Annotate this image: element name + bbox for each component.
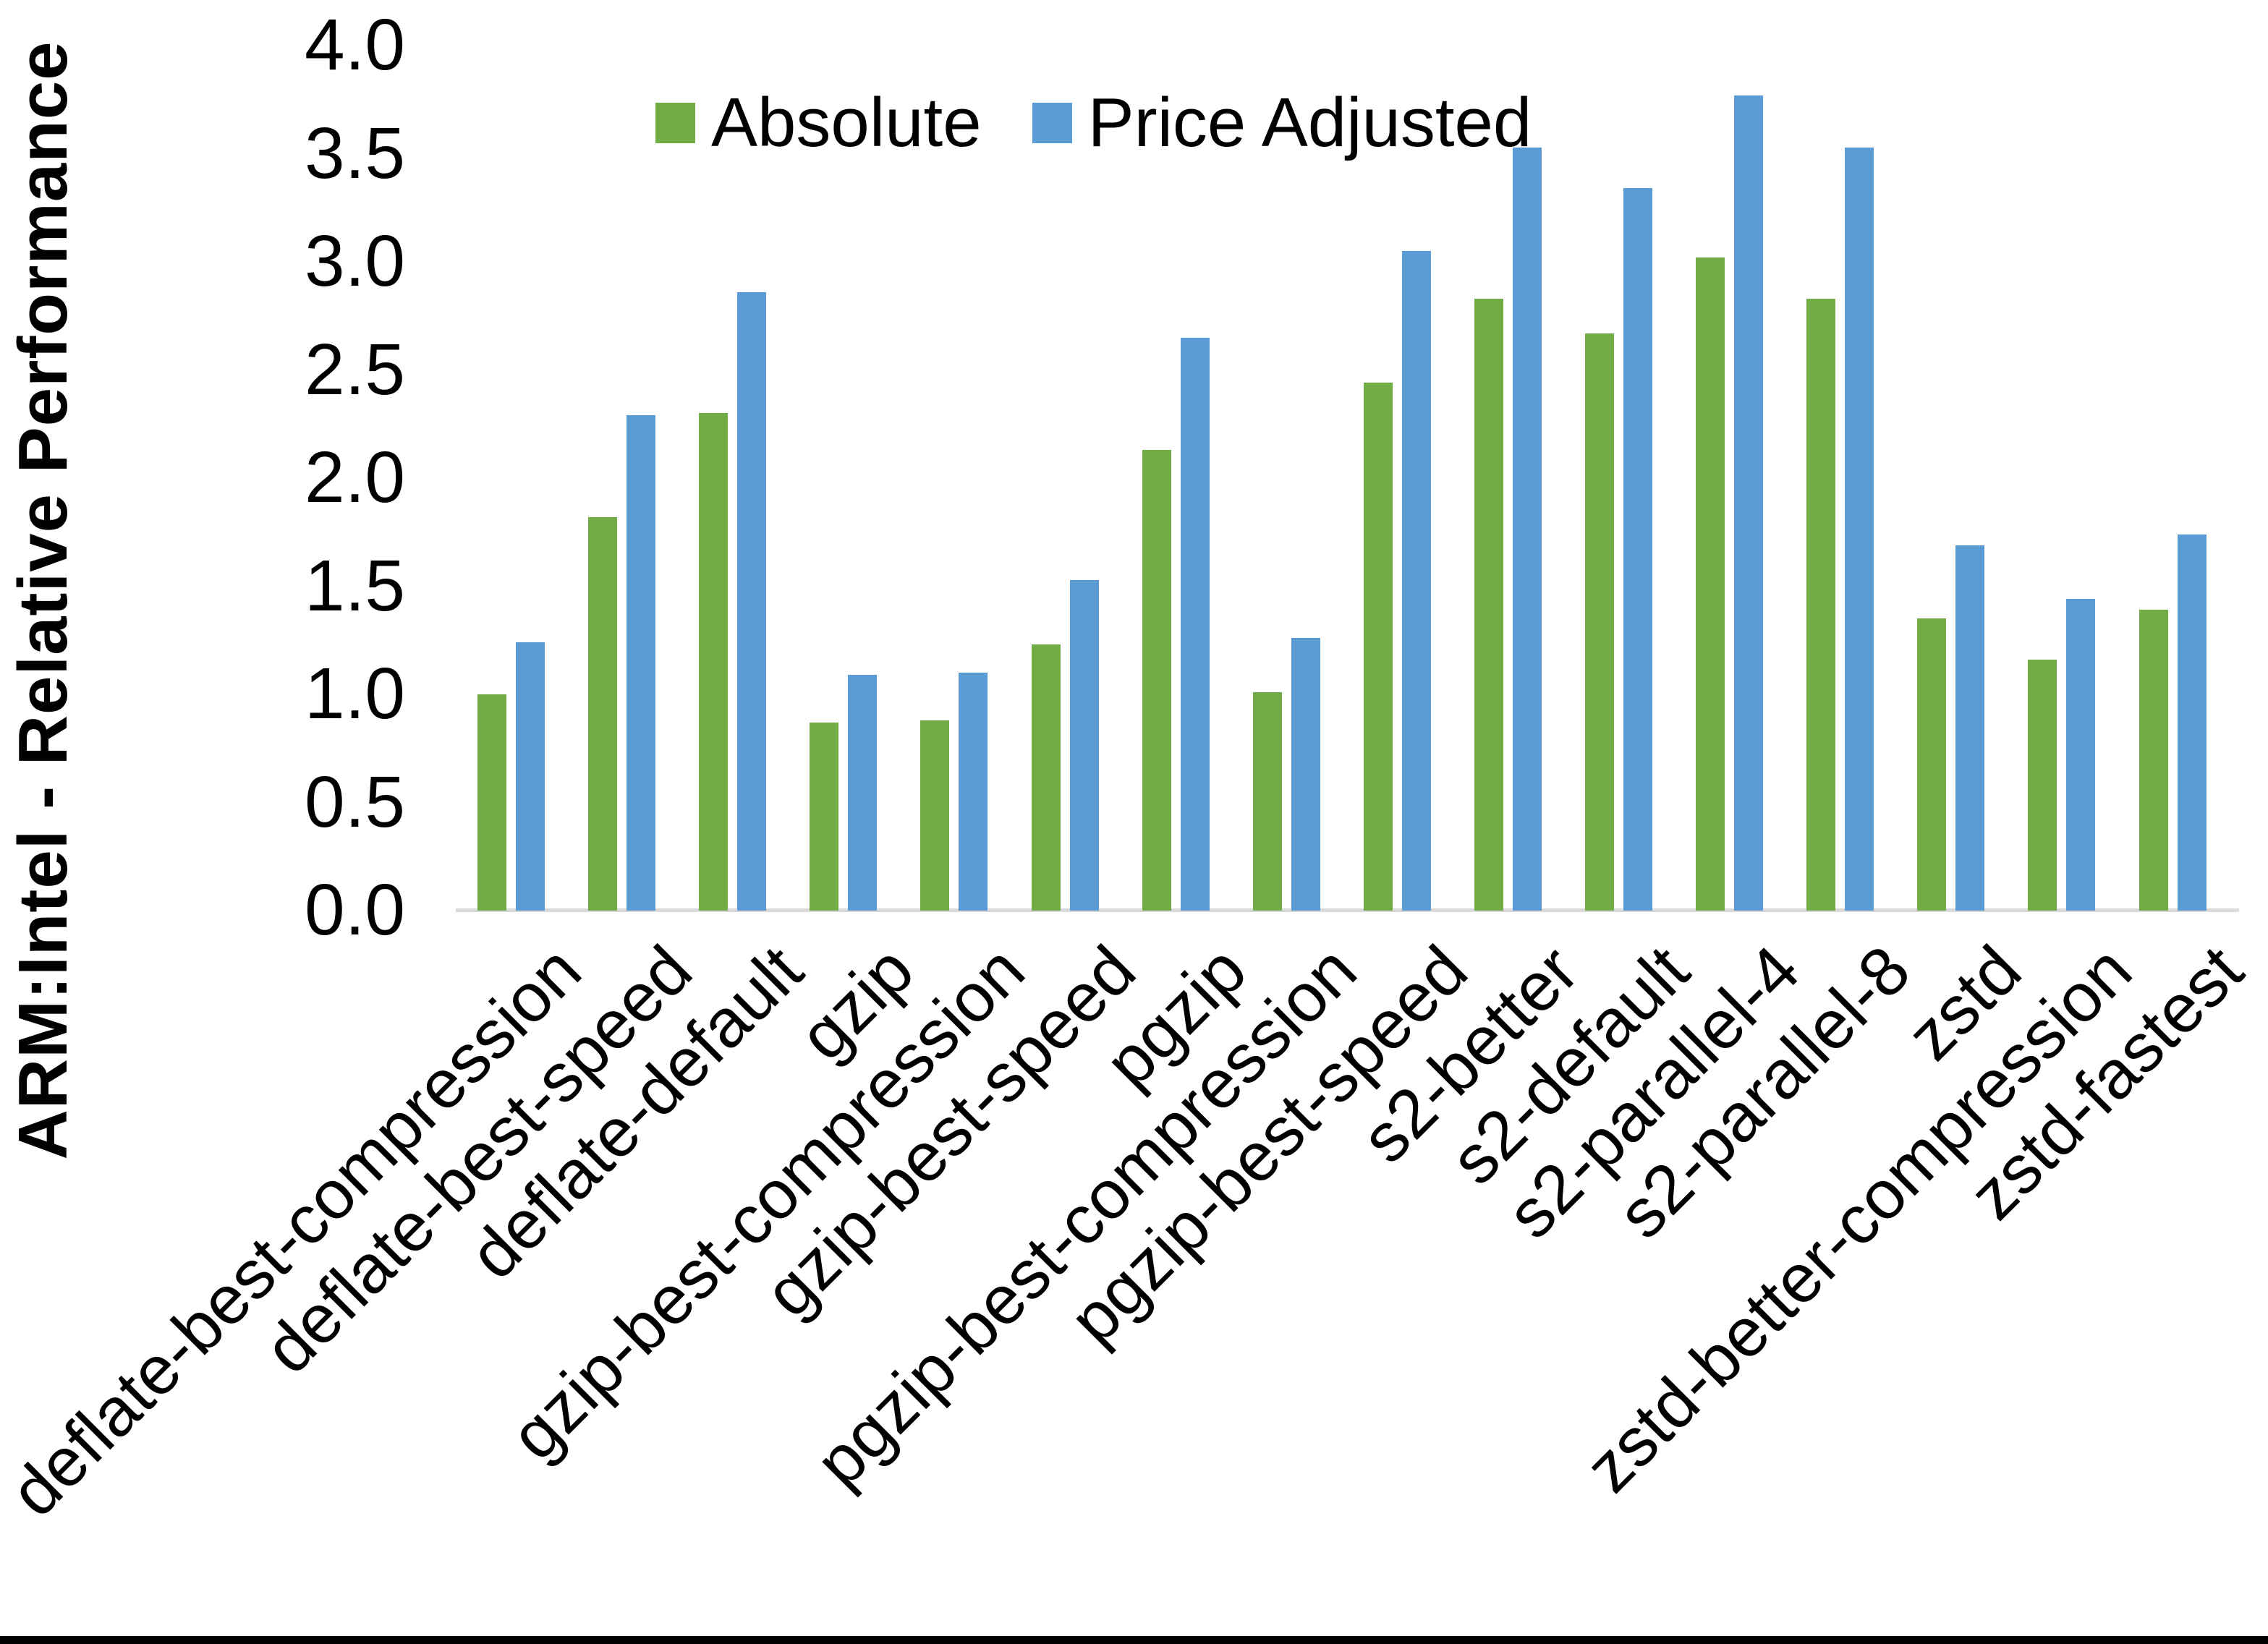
bar-absolute (2139, 610, 2168, 911)
bar-price-adjusted (2066, 599, 2095, 911)
bar-absolute (2028, 660, 2057, 911)
y-tick-label: 3.5 (304, 112, 405, 194)
bar-price-adjusted (848, 675, 877, 911)
legend: Absolute Price Adjusted (655, 87, 1532, 159)
y-tick-label: 0.0 (304, 869, 405, 950)
legend-entry: Price Adjusted (1032, 87, 1532, 159)
legend-swatch-icon (655, 103, 695, 143)
y-axis-title: ARM:Intel - Relative Performance (4, 41, 82, 1160)
bar-absolute (920, 720, 949, 911)
bar-absolute (1696, 257, 1725, 911)
bar-price-adjusted (959, 673, 988, 911)
y-tick-label: 3.0 (304, 221, 405, 302)
legend-label: Price Adjusted (1087, 84, 1532, 161)
bar-absolute (1474, 299, 1503, 911)
bar-price-adjusted (1845, 148, 1874, 911)
bar-price-adjusted (1955, 545, 1984, 911)
bar-absolute (1032, 644, 1061, 911)
bar-price-adjusted (1402, 251, 1431, 911)
bar-price-adjusted (1291, 638, 1320, 911)
bar-absolute (1917, 618, 1946, 911)
bar-price-adjusted (516, 642, 545, 911)
bar-absolute (1253, 692, 1282, 911)
bar-absolute (588, 517, 617, 911)
y-tick-label: 4.0 (304, 4, 405, 85)
bar-price-adjusted (1513, 148, 1542, 911)
y-tick-label: 2.0 (304, 437, 405, 518)
legend-swatch-icon (1032, 103, 1072, 143)
y-tick-label: 1.5 (304, 545, 405, 626)
legend-entry: Absolute (655, 87, 982, 159)
bar-absolute (1142, 450, 1171, 911)
bar-absolute (1364, 383, 1393, 911)
bar-price-adjusted (1623, 188, 1652, 911)
bar-price-adjusted (1734, 95, 1763, 911)
x-axis-line (456, 908, 2239, 912)
bar-price-adjusted (1070, 580, 1099, 911)
bar-price-adjusted (2178, 534, 2207, 911)
bar-price-adjusted (627, 415, 655, 911)
bar-absolute (810, 723, 838, 911)
bottom-border-line (0, 1636, 2268, 1644)
bar-price-adjusted (1181, 338, 1210, 911)
bar-absolute (1806, 299, 1835, 911)
y-tick-label: 2.5 (304, 328, 405, 410)
y-tick-label: 0.5 (304, 761, 405, 843)
bar-absolute (1585, 333, 1614, 911)
y-tick-label: 1.0 (304, 653, 405, 734)
bar-absolute (699, 413, 728, 911)
bar-absolute (477, 694, 506, 911)
bar-price-adjusted (737, 292, 766, 911)
legend-label: Absolute (711, 84, 982, 161)
